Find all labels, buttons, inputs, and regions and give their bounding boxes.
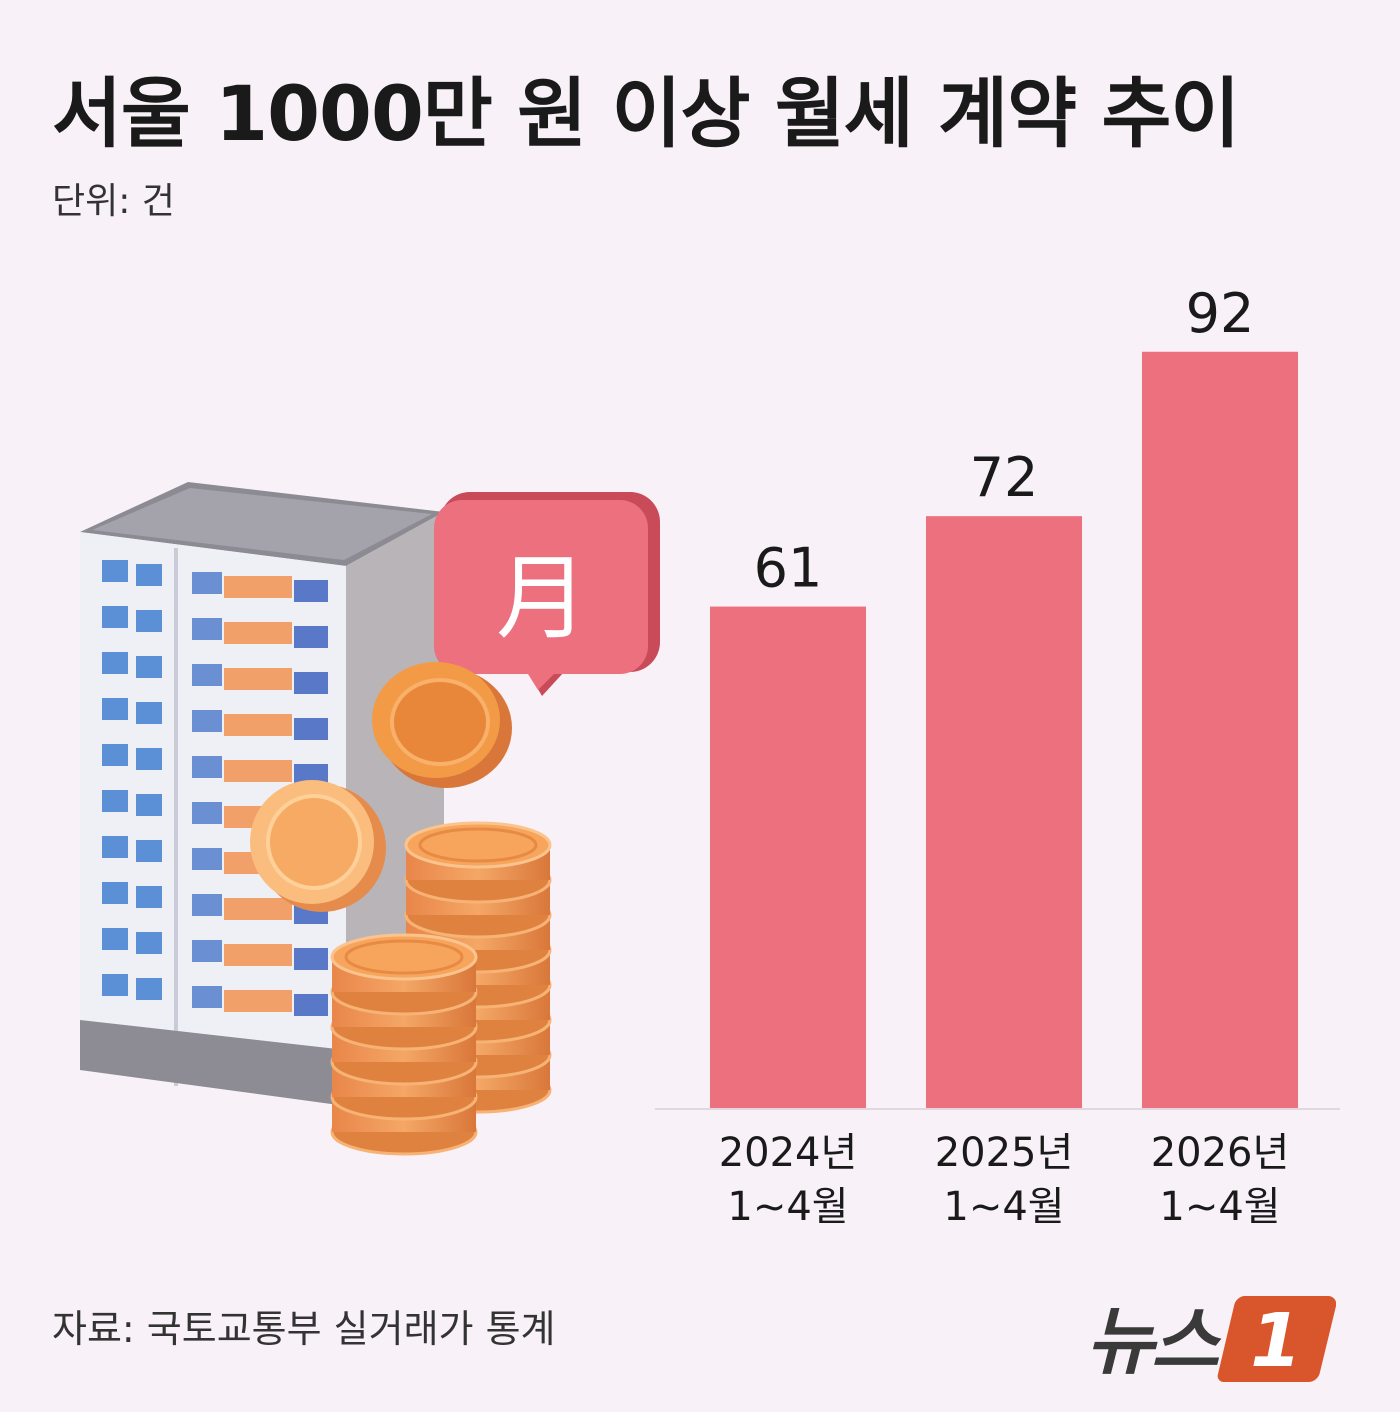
source-note: 자료: 국토교통부 실거래가 통계 xyxy=(52,1307,556,1351)
unit-label: 단위: 건 xyxy=(52,181,175,222)
bar-0 xyxy=(710,606,866,1108)
chart-title: 서울 1000만 원 이상 월세 계약 추이 xyxy=(52,69,1240,158)
logo-text: 뉴스 xyxy=(1086,1299,1219,1385)
category-label-1-0: 2025년 xyxy=(935,1130,1074,1176)
data-label-0: 61 xyxy=(754,537,823,600)
bar-chart: 61 72 92 2024년 1~4월 2025년 1~4월 2026년 1~4월 xyxy=(655,282,1340,1230)
category-label-2-0: 2026년 xyxy=(1151,1130,1290,1176)
coin-stack-icon xyxy=(330,933,478,1156)
month-badge-char: 月 xyxy=(496,545,588,652)
category-label-1-1: 1~4월 xyxy=(943,1184,1064,1230)
logo-mark-icon: 1 xyxy=(1217,1295,1337,1384)
category-label-2-1: 1~4월 xyxy=(1159,1184,1280,1230)
data-label-1: 72 xyxy=(970,446,1039,509)
category-label-0-0: 2024년 xyxy=(719,1130,858,1176)
category-label-0-1: 1~4월 xyxy=(727,1184,848,1230)
coin-icon xyxy=(372,662,512,788)
building-coins-illustration: 月 xyxy=(80,482,660,1156)
data-label-2: 92 xyxy=(1186,282,1255,345)
bar-1 xyxy=(926,516,1082,1108)
coin-icon xyxy=(250,780,386,912)
logo-mark-text: 1 xyxy=(1250,1298,1302,1384)
bar-2 xyxy=(1142,351,1298,1108)
news1-logo: 뉴스 1 xyxy=(1086,1282,1337,1389)
month-speech-bubble-icon: 月 xyxy=(434,492,660,696)
